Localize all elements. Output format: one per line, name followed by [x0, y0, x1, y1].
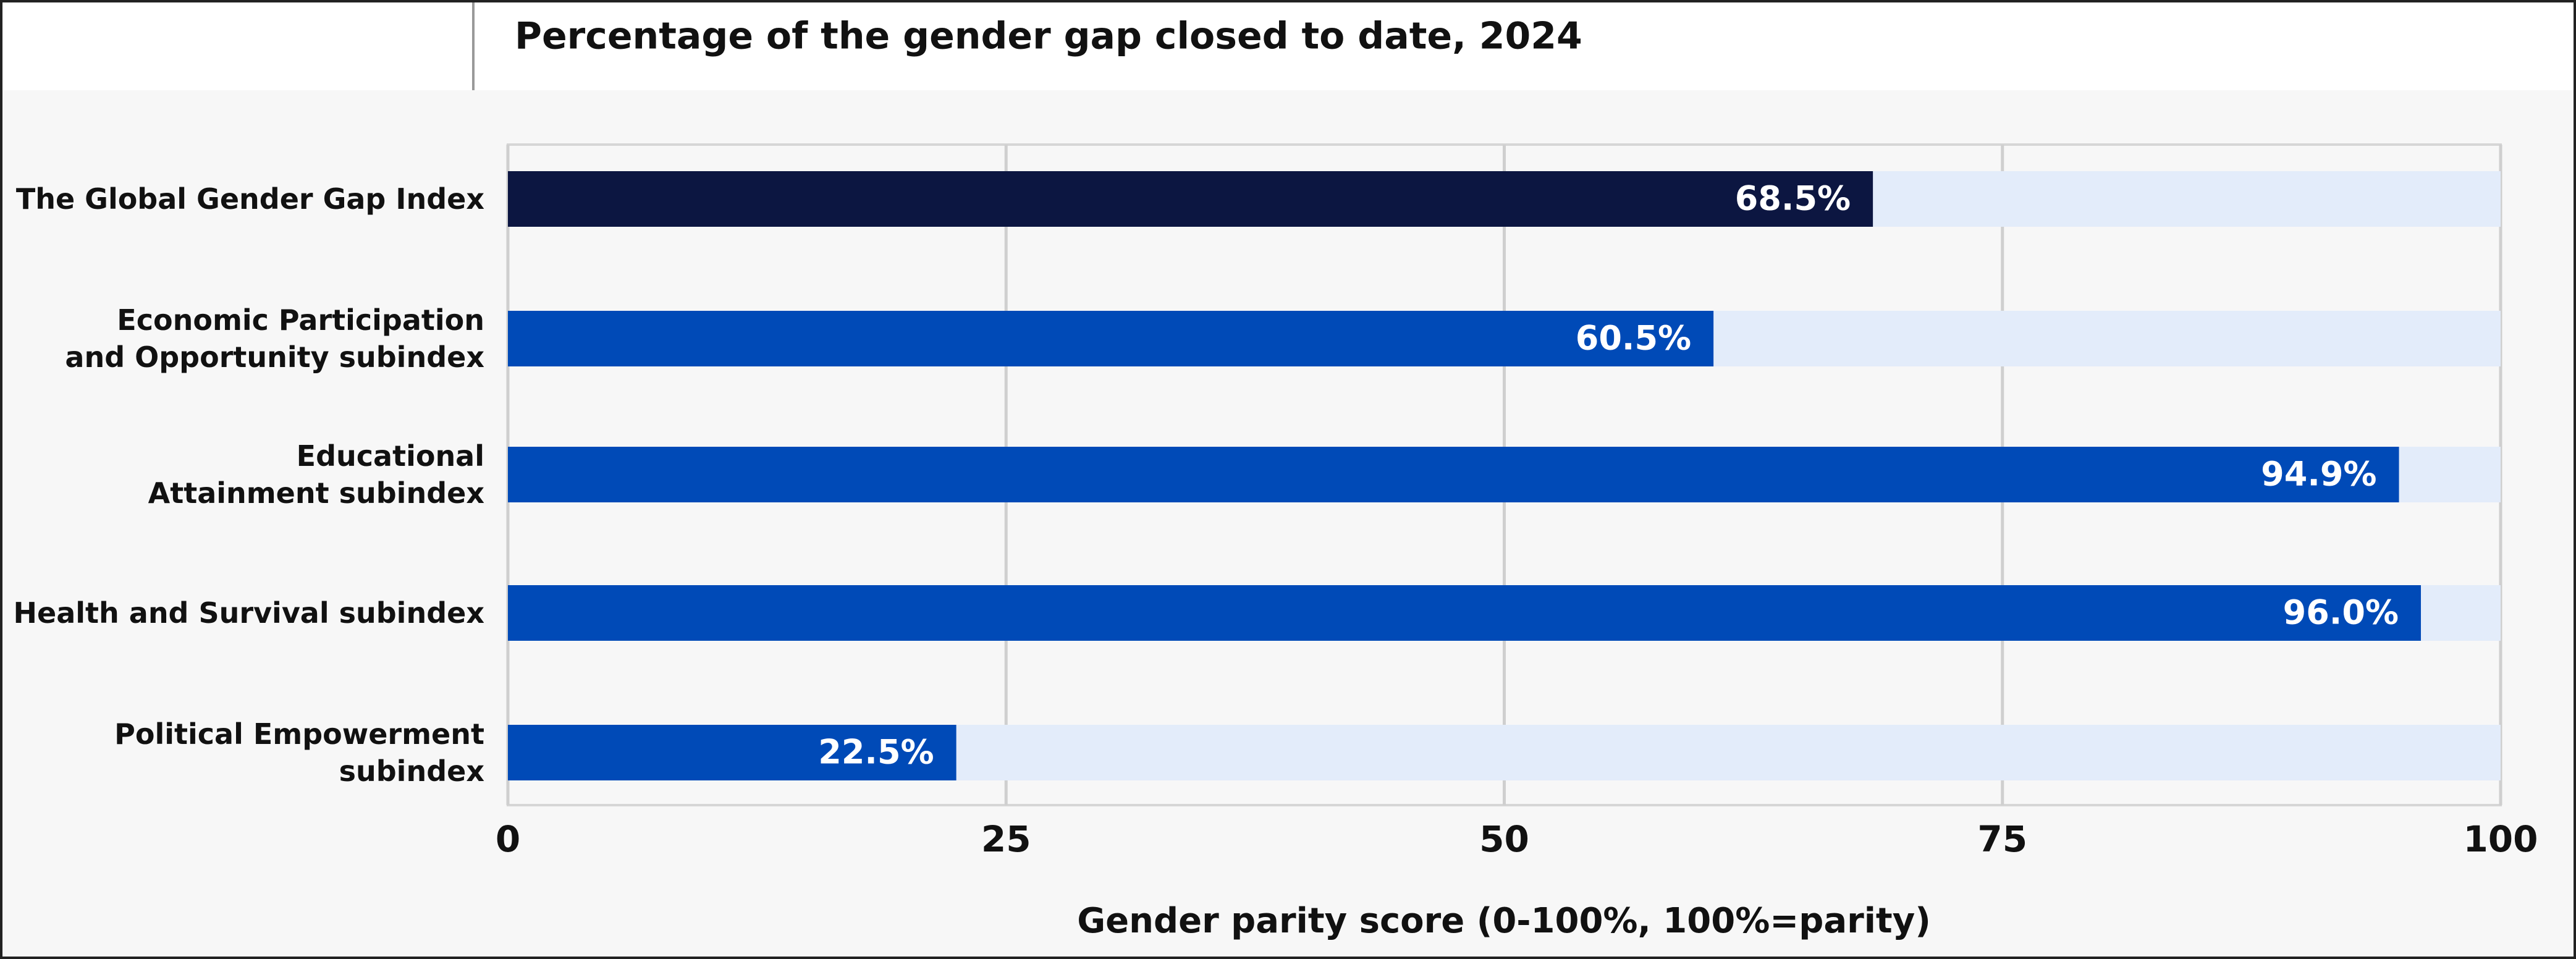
- category-label: Economic Participation and Opportunity s…: [65, 303, 484, 374]
- bar: [508, 585, 2421, 641]
- value-label: 22.5%: [818, 733, 934, 772]
- value-label: 68.5%: [1735, 179, 1851, 218]
- x-axis-title: Gender parity score (0-100%, 100%=parity…: [1077, 901, 1931, 941]
- x-tick-label: 25: [981, 818, 1031, 860]
- category-label: Political Empowerment subindex: [114, 717, 484, 788]
- value-label: 60.5%: [1576, 319, 1691, 358]
- chart-title: Percentage of the gender gap closed to d…: [515, 15, 1582, 58]
- bar: [508, 171, 1873, 227]
- x-tick-label: 100: [2463, 818, 2538, 860]
- bar: [508, 311, 1714, 366]
- x-tick-label: 0: [496, 818, 520, 860]
- value-label: 94.9%: [2261, 455, 2376, 494]
- x-tick-label: 75: [1977, 818, 2027, 860]
- x-tick-label: 50: [1479, 818, 1529, 860]
- category-label: The Global Gender Gap Index: [15, 182, 484, 216]
- bar: [508, 447, 2399, 502]
- category-label: Health and Survival subindex: [13, 596, 484, 630]
- value-label: 96.0%: [2283, 593, 2399, 632]
- category-label: Educational Attainment subindex: [148, 439, 484, 510]
- header: [2, 2, 2574, 90]
- bar: [508, 725, 956, 780]
